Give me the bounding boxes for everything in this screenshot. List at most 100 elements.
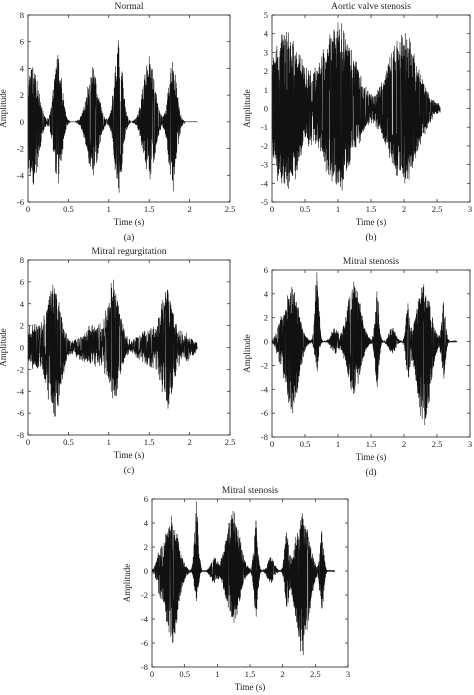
panel-caption: (c)	[124, 465, 135, 476]
y-axis-label: Amplitude	[242, 334, 252, 373]
y-tick-label: -8	[17, 430, 24, 440]
signal-series-d	[272, 272, 458, 426]
x-tick-label: 2	[281, 669, 285, 679]
y-tick-label: 0	[20, 117, 24, 127]
y-axis-label: Amplitude	[0, 328, 8, 367]
y-axis-label: Amplitude	[122, 564, 132, 603]
y-tick-label: 0	[264, 337, 268, 347]
x-tick-label: 2	[187, 437, 191, 447]
x-tick-label: 0.5	[179, 669, 190, 679]
x-tick-label: 0	[150, 669, 154, 679]
x-tick-label: 1.5	[366, 204, 377, 214]
chart-title: Mitral stenosis	[222, 486, 279, 496]
y-tick-label: -4	[17, 170, 25, 180]
x-axis-label: Time (s)	[114, 217, 144, 227]
y-tick-label: -3	[261, 160, 268, 170]
chart-panel-a: 0 0.5 1 1.5 2 2.5 -6 -4 -2 0 2 4 6 8 Normal Time (s) Amp…	[0, 2, 235, 243]
x-tick-label: 0	[270, 204, 274, 214]
x-tick-label: 3	[346, 669, 350, 679]
x-tick-label: 2.5	[432, 204, 443, 214]
y-tick-label: 8	[20, 10, 24, 20]
x-tick-label: 0.5	[300, 204, 311, 214]
y-tick-label: 4	[20, 299, 25, 309]
panel-caption: (d)	[365, 467, 376, 478]
signal-series-b	[272, 22, 441, 191]
plot-frame	[27, 14, 231, 203]
y-tick-label: 0	[20, 343, 24, 353]
y-tick-label: 6	[20, 277, 24, 287]
y-tick-label: -2	[17, 364, 24, 374]
y-tick-label: -6	[17, 197, 24, 207]
x-tick-label: 1.5	[245, 669, 256, 679]
y-axis-label: Amplitude	[0, 89, 8, 128]
y-tick-label: 4	[20, 63, 25, 73]
x-tick-label: 0	[26, 204, 30, 214]
x-tick-label: 2.5	[310, 669, 321, 679]
chart-panel-c: 0 0.5 1 1.5 2 2.5 -8 -6 -4 -2 0 2 4 6 8 Mitral regurgit…	[0, 247, 235, 476]
x-tick-label: 0	[26, 437, 30, 447]
x-tick-label: 1.5	[366, 439, 377, 449]
chart-panel-d: 0 0.5 1 1.5 2 2.5 3 -8 -6 -4 -2 0 2 4 6 Mitral stenosis…	[242, 257, 472, 478]
chart-title: Aortic valve stenosis	[331, 2, 411, 12]
y-axis-label: Amplitude	[242, 89, 252, 128]
y-tick-label: 0	[144, 566, 148, 576]
chart-panel-e: 0 0.5 1 1.5 2 2.5 3 -8 -6 -4 -2 0 2 4 6 Mitral stenosis…	[122, 486, 350, 692]
y-tick-label: 2	[264, 66, 268, 76]
y-tick-label: -6	[141, 638, 148, 648]
y-tick-label: 5	[264, 10, 268, 20]
y-tick-label: 4	[264, 289, 269, 299]
y-tick-label: -4	[17, 386, 25, 396]
signal-series-c	[28, 279, 198, 417]
y-tick-label: -2	[261, 141, 268, 151]
y-tick-label: -5	[261, 197, 268, 207]
x-tick-label: 2	[402, 204, 406, 214]
x-tick-label: 1.5	[144, 204, 155, 214]
y-tick-label: 6	[20, 37, 24, 47]
x-tick-label: 1	[215, 669, 219, 679]
y-tick-label: 4	[264, 29, 269, 39]
y-tick-label: 2	[144, 542, 148, 552]
x-tick-label: 2.5	[225, 204, 236, 214]
x-tick-label: 0.5	[63, 437, 74, 447]
y-tick-label: -4	[141, 614, 149, 624]
x-tick-label: 0	[270, 439, 274, 449]
x-tick-label: 1	[336, 204, 340, 214]
x-tick-label: 0.5	[63, 204, 74, 214]
y-tick-label: -4	[261, 384, 269, 394]
y-tick-label: -2	[17, 144, 24, 154]
y-tick-label: -2	[261, 360, 268, 370]
y-tick-label: 8	[20, 255, 24, 265]
signal-series-a	[28, 40, 198, 193]
signal-series-e	[152, 501, 336, 655]
y-tick-label: 2	[20, 90, 24, 100]
x-axis-label: Time (s)	[356, 452, 386, 462]
y-tick-label: 3	[264, 47, 268, 57]
y-tick-label: -1	[261, 122, 268, 132]
y-tick-label: 2	[264, 313, 268, 323]
y-tick-label: 0	[264, 104, 268, 114]
y-tick-label: -8	[141, 662, 148, 672]
x-tick-label: 1.5	[144, 437, 155, 447]
x-tick-label: 1	[107, 204, 111, 214]
x-tick-label: 2.5	[225, 437, 236, 447]
x-axis-label: Time (s)	[114, 450, 144, 460]
chart-panel-b: 0 0.5 1 1.5 2 2.5 3 -5 -4 -3 -2 -1 0 1 2 3 4 5 Aortic valv…	[242, 2, 472, 243]
y-tick-label: -2	[141, 590, 148, 600]
y-tick-label: -4	[261, 178, 269, 188]
chart-title: Mitral regurgitation	[91, 247, 166, 257]
y-tick-label: 2	[20, 321, 24, 331]
x-tick-label: 1	[336, 439, 340, 449]
x-tick-label: 0.5	[300, 439, 311, 449]
x-tick-label: 2	[187, 204, 191, 214]
chart-title: Normal	[114, 2, 143, 12]
x-tick-label: 2	[402, 439, 406, 449]
panel-caption: (a)	[124, 232, 135, 243]
y-tick-label: -8	[261, 432, 268, 442]
y-tick-label: 4	[144, 518, 149, 528]
y-tick-label: 1	[264, 85, 268, 95]
x-axis-label: Time (s)	[235, 682, 265, 692]
y-tick-label: 6	[144, 494, 148, 504]
x-tick-label: 3	[468, 439, 472, 449]
y-tick-label: -6	[261, 408, 268, 418]
